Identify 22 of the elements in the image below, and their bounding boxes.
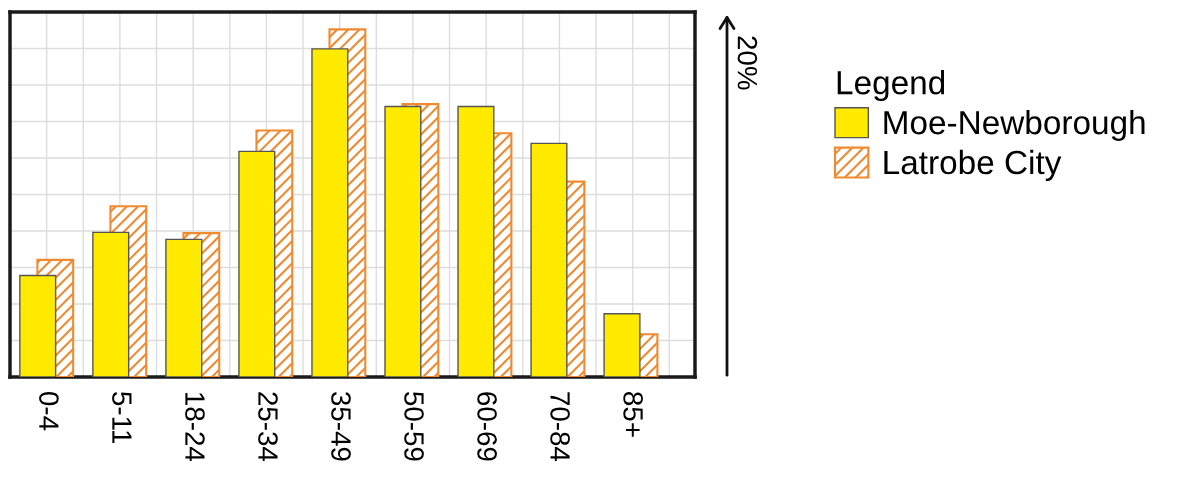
y-axis-title: 20% — [737, 36, 758, 90]
x-tick-label: 5-11 — [112, 392, 132, 444]
x-tick-label: 25-34 — [258, 392, 278, 462]
bar — [457, 105, 495, 377]
bar — [19, 274, 57, 377]
x-tick-label: 18-24 — [185, 393, 205, 462]
legend-title: Legend — [837, 70, 945, 102]
x-tick-label: 0-4 — [39, 391, 59, 431]
legend-label: Latrobe City — [884, 149, 1062, 181]
bar — [92, 231, 130, 377]
x-tick-label: 70-84 — [550, 392, 570, 462]
bar — [603, 313, 641, 377]
legend-label: Moe-Newborough — [884, 109, 1145, 141]
x-tick-label: 35-49 — [331, 391, 351, 461]
x-tick-label: 50-59 — [404, 392, 424, 461]
x-tick-label: 85+ — [623, 392, 643, 437]
bar — [530, 142, 568, 377]
bar — [238, 150, 276, 377]
bar — [384, 105, 422, 377]
bar — [311, 48, 349, 377]
bar — [165, 238, 203, 377]
x-tick-label: 60-69 — [477, 392, 497, 461]
